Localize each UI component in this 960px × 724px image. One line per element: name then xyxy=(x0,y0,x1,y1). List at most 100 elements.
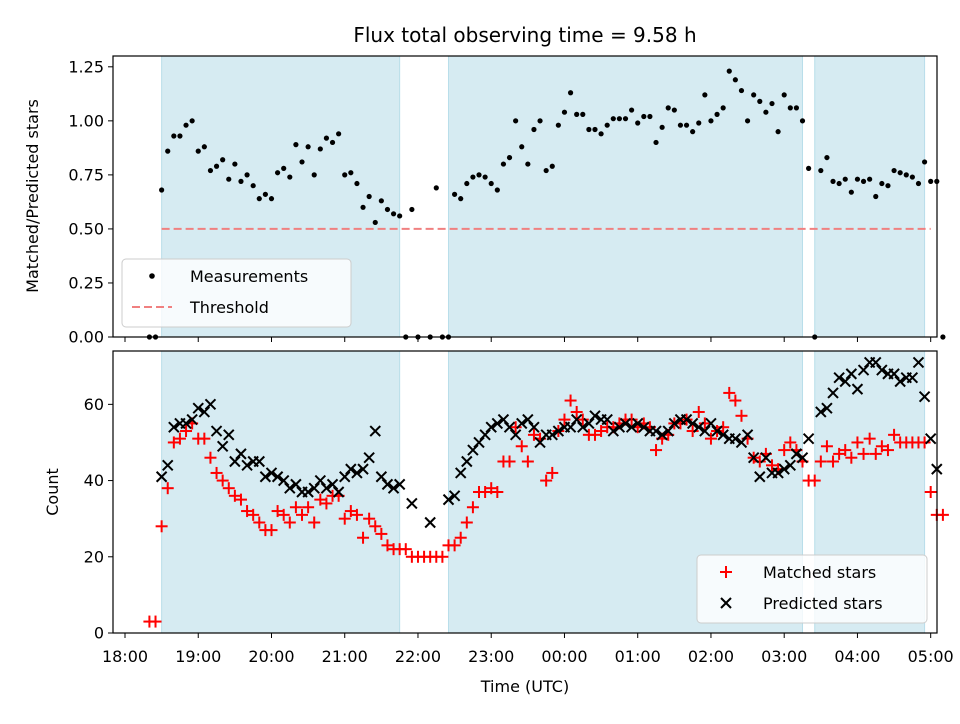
predicted-point xyxy=(833,371,845,384)
matched-point xyxy=(808,474,821,487)
predicted-point xyxy=(393,478,406,491)
measurement-point xyxy=(482,174,488,180)
matched-point xyxy=(509,421,522,434)
measurement-point xyxy=(860,178,867,184)
measurement-point xyxy=(244,172,250,178)
matched-point xyxy=(363,512,376,525)
matched-point xyxy=(265,524,278,537)
measurement-point xyxy=(305,144,311,150)
measurement-point xyxy=(842,176,848,182)
predicted-point xyxy=(424,516,436,529)
predicted-point xyxy=(534,436,546,449)
predicted-point xyxy=(778,463,790,475)
measurement-point xyxy=(500,161,507,167)
measurement-point xyxy=(464,180,470,187)
matched-point xyxy=(247,508,260,521)
x-tick-label: 01:00 xyxy=(615,647,661,666)
measurement-point xyxy=(262,191,268,197)
matched-point xyxy=(863,432,876,445)
matched-point xyxy=(210,466,223,479)
measurement-point xyxy=(702,92,708,98)
measurement-point xyxy=(616,116,623,122)
predicted-point xyxy=(381,478,394,491)
measurement-point xyxy=(287,174,293,180)
predicted-point xyxy=(210,425,223,437)
predicted-point xyxy=(729,432,742,445)
measurement-point xyxy=(506,154,513,161)
predicted-point xyxy=(406,497,418,510)
predicted-point xyxy=(705,417,717,430)
measurement-point xyxy=(531,126,537,133)
matched-point xyxy=(289,501,302,514)
predicted-point xyxy=(320,482,333,494)
predicted-point xyxy=(546,429,558,441)
matched-point xyxy=(149,615,162,628)
predicted-point xyxy=(204,398,217,411)
predicted-point xyxy=(821,402,833,414)
x-tick-label: 20:00 xyxy=(248,647,294,666)
matched-point xyxy=(851,436,864,449)
predicted-point xyxy=(711,425,723,437)
predicted-point xyxy=(509,429,522,441)
predicted-point xyxy=(650,425,662,437)
predicted-point xyxy=(717,429,729,441)
matched-point xyxy=(204,451,217,464)
measurement-point xyxy=(647,113,653,120)
predicted-point xyxy=(168,421,180,433)
matched-point xyxy=(466,501,479,514)
measurement-point xyxy=(366,193,372,200)
y-tick-label: 20 xyxy=(84,547,104,566)
measurement-point xyxy=(604,122,610,128)
measurement-point xyxy=(940,334,946,340)
predicted-point xyxy=(656,429,668,441)
matched-point xyxy=(735,409,748,422)
matched-point xyxy=(686,425,699,438)
predicted-point xyxy=(302,486,314,498)
y-tick-label: 1.25 xyxy=(68,57,104,76)
matched-point xyxy=(283,516,296,529)
matched-point xyxy=(344,505,357,518)
measurement-point xyxy=(390,211,397,217)
measurement-point xyxy=(659,124,665,130)
matched-point xyxy=(820,440,833,453)
predicted-point xyxy=(265,467,278,479)
predicted-point xyxy=(668,417,681,430)
measurement-point xyxy=(384,206,391,213)
predicted-point xyxy=(564,421,577,433)
predicted-point xyxy=(332,486,345,498)
predicted-point xyxy=(577,421,589,433)
matched-point xyxy=(253,516,266,529)
y-tick-label: 40 xyxy=(84,471,104,490)
matched-point xyxy=(918,436,931,449)
matched-point xyxy=(888,428,901,441)
predicted-point xyxy=(613,421,626,433)
predicted-point xyxy=(223,429,235,441)
bottom-legend: Matched stars Predicted stars xyxy=(696,554,928,624)
observing-interval xyxy=(447,55,804,338)
predicted-point xyxy=(357,463,369,475)
predicted-point xyxy=(369,425,381,437)
matched-point xyxy=(729,394,742,407)
predicted-point xyxy=(180,417,192,430)
y-tick-label: 60 xyxy=(84,395,104,414)
measurement-point xyxy=(189,118,195,124)
predicted-point xyxy=(339,471,351,483)
predicted-point xyxy=(552,425,565,437)
matched-point xyxy=(180,425,193,438)
measurement-point xyxy=(824,154,830,161)
measurement-point xyxy=(317,146,323,152)
matched-point xyxy=(650,444,663,457)
measurement-point xyxy=(909,174,915,180)
legend-predicted-label: Predicted stars xyxy=(763,594,883,613)
predicted-point xyxy=(491,417,504,430)
matched-point xyxy=(314,493,327,506)
matched-point xyxy=(320,497,333,510)
measurement-point xyxy=(336,131,342,137)
predicted-point xyxy=(198,406,211,418)
measurement-point xyxy=(818,167,824,174)
measurement-point xyxy=(775,129,781,135)
matched-point xyxy=(625,413,638,426)
legend-measurements-label: Measurements xyxy=(190,267,308,286)
matched-point xyxy=(784,436,797,449)
